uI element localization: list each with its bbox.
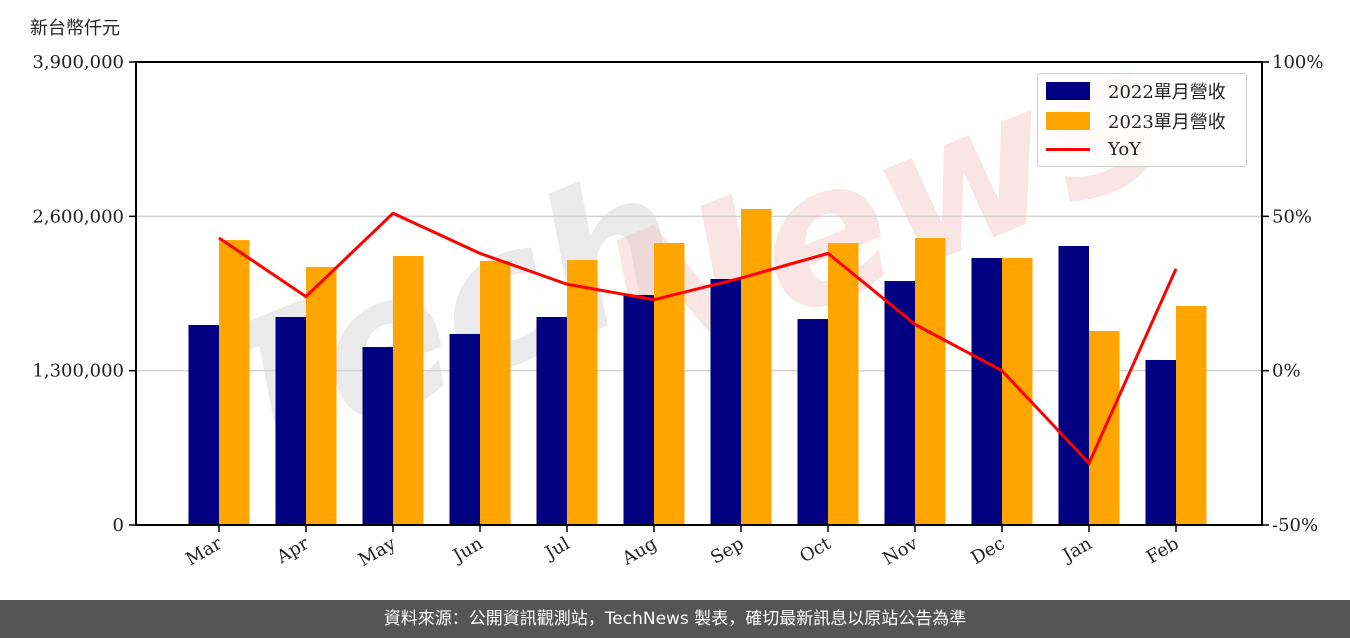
legend-item-yoy: YoY [1046,137,1141,161]
bar-aug-2023 [654,243,685,526]
x-tick-label: Aug [618,533,661,570]
x-tick-label: Feb [1143,533,1183,568]
legend-label: YoY [1108,138,1142,160]
right-tick-label: 50% [1272,206,1312,227]
bar-dec-2022 [971,258,1002,525]
yoy-line [218,211,1178,465]
y-axis-unit-label: 新台幣仟元 [30,18,120,39]
left-tick-label: 0 [113,515,124,536]
bar-apr-2022 [275,317,306,525]
legend-label: 2023單月營收 [1108,112,1226,133]
bar-sep-2023 [741,208,772,525]
bar-jun-2022 [449,333,480,525]
bar-nov-2023 [915,238,946,525]
bar-aug-2022 [623,295,654,525]
x-tick-label: Jun [448,533,487,568]
bar-dec-2023 [1002,258,1033,525]
right-tick-label: -50% [1272,515,1318,536]
bar-mar-2023 [219,240,250,526]
bar-apr-2023 [306,267,337,525]
x-tick-label: Dec [968,533,1009,569]
left-tick-label: 1,300,000 [32,361,124,382]
right-y-axis-ticks: -50% 0% 50% 100% [1262,52,1323,536]
bar-jun-2023 [480,260,511,525]
x-axis-ticks: Mar Apr May Jun Jul Aug Sep Oct Nov Dec Jan Feb [182,525,1183,571]
axes [135,61,1263,526]
bar-nov-2022 [884,281,915,525]
right-tick-label: 100% [1272,52,1323,73]
x-tick-label: Mar [182,533,226,570]
bar-feb-2023 [1176,305,1207,525]
bar-feb-2022 [1145,359,1176,525]
x-tick-label: Nov [879,533,922,570]
legend-swatch-navy [1046,82,1090,100]
bar-jul-2022 [536,317,567,525]
x-tick-label: Oct [796,533,835,568]
legend-item-2022: 2022單月營收 [1046,79,1226,103]
bar-mar-2022 [188,324,219,525]
x-tick-label: Jan [1058,533,1096,567]
bar-jan-2022 [1058,246,1089,525]
chart-legend: 2022單月營收 2023單月營收 YoY [1037,73,1247,167]
legend-line-red [1046,147,1090,151]
legend-label: 2022單月營收 [1108,82,1226,103]
x-tick-label: Sep [707,533,747,568]
bar-sep-2022 [710,279,741,525]
legend-swatch-orange [1046,112,1090,130]
bar-oct-2023 [828,243,859,526]
left-y-axis-ticks: 0 1,300,000 2,600,000 3,900,000 [32,52,136,536]
bar-jul-2023 [567,260,598,525]
bar-may-2022 [362,347,393,525]
source-footer: 資料來源：公開資訊觀測站，TechNews 製表，確切最新訊息以原站公告為準 [0,600,1350,638]
left-tick-label: 2,600,000 [32,206,124,227]
right-tick-label: 0% [1272,361,1301,382]
yoy-line-series [218,211,1178,465]
left-tick-label: 3,900,000 [32,52,124,73]
bar-series [188,208,1207,526]
bar-oct-2022 [797,319,828,525]
x-tick-label: Jul [540,533,574,565]
bar-may-2023 [393,255,424,526]
legend-item-2023: 2023單月營收 [1046,109,1226,133]
plot-frame [135,61,1263,526]
x-tick-label: Apr [272,533,312,568]
x-tick-label: May [355,533,400,571]
